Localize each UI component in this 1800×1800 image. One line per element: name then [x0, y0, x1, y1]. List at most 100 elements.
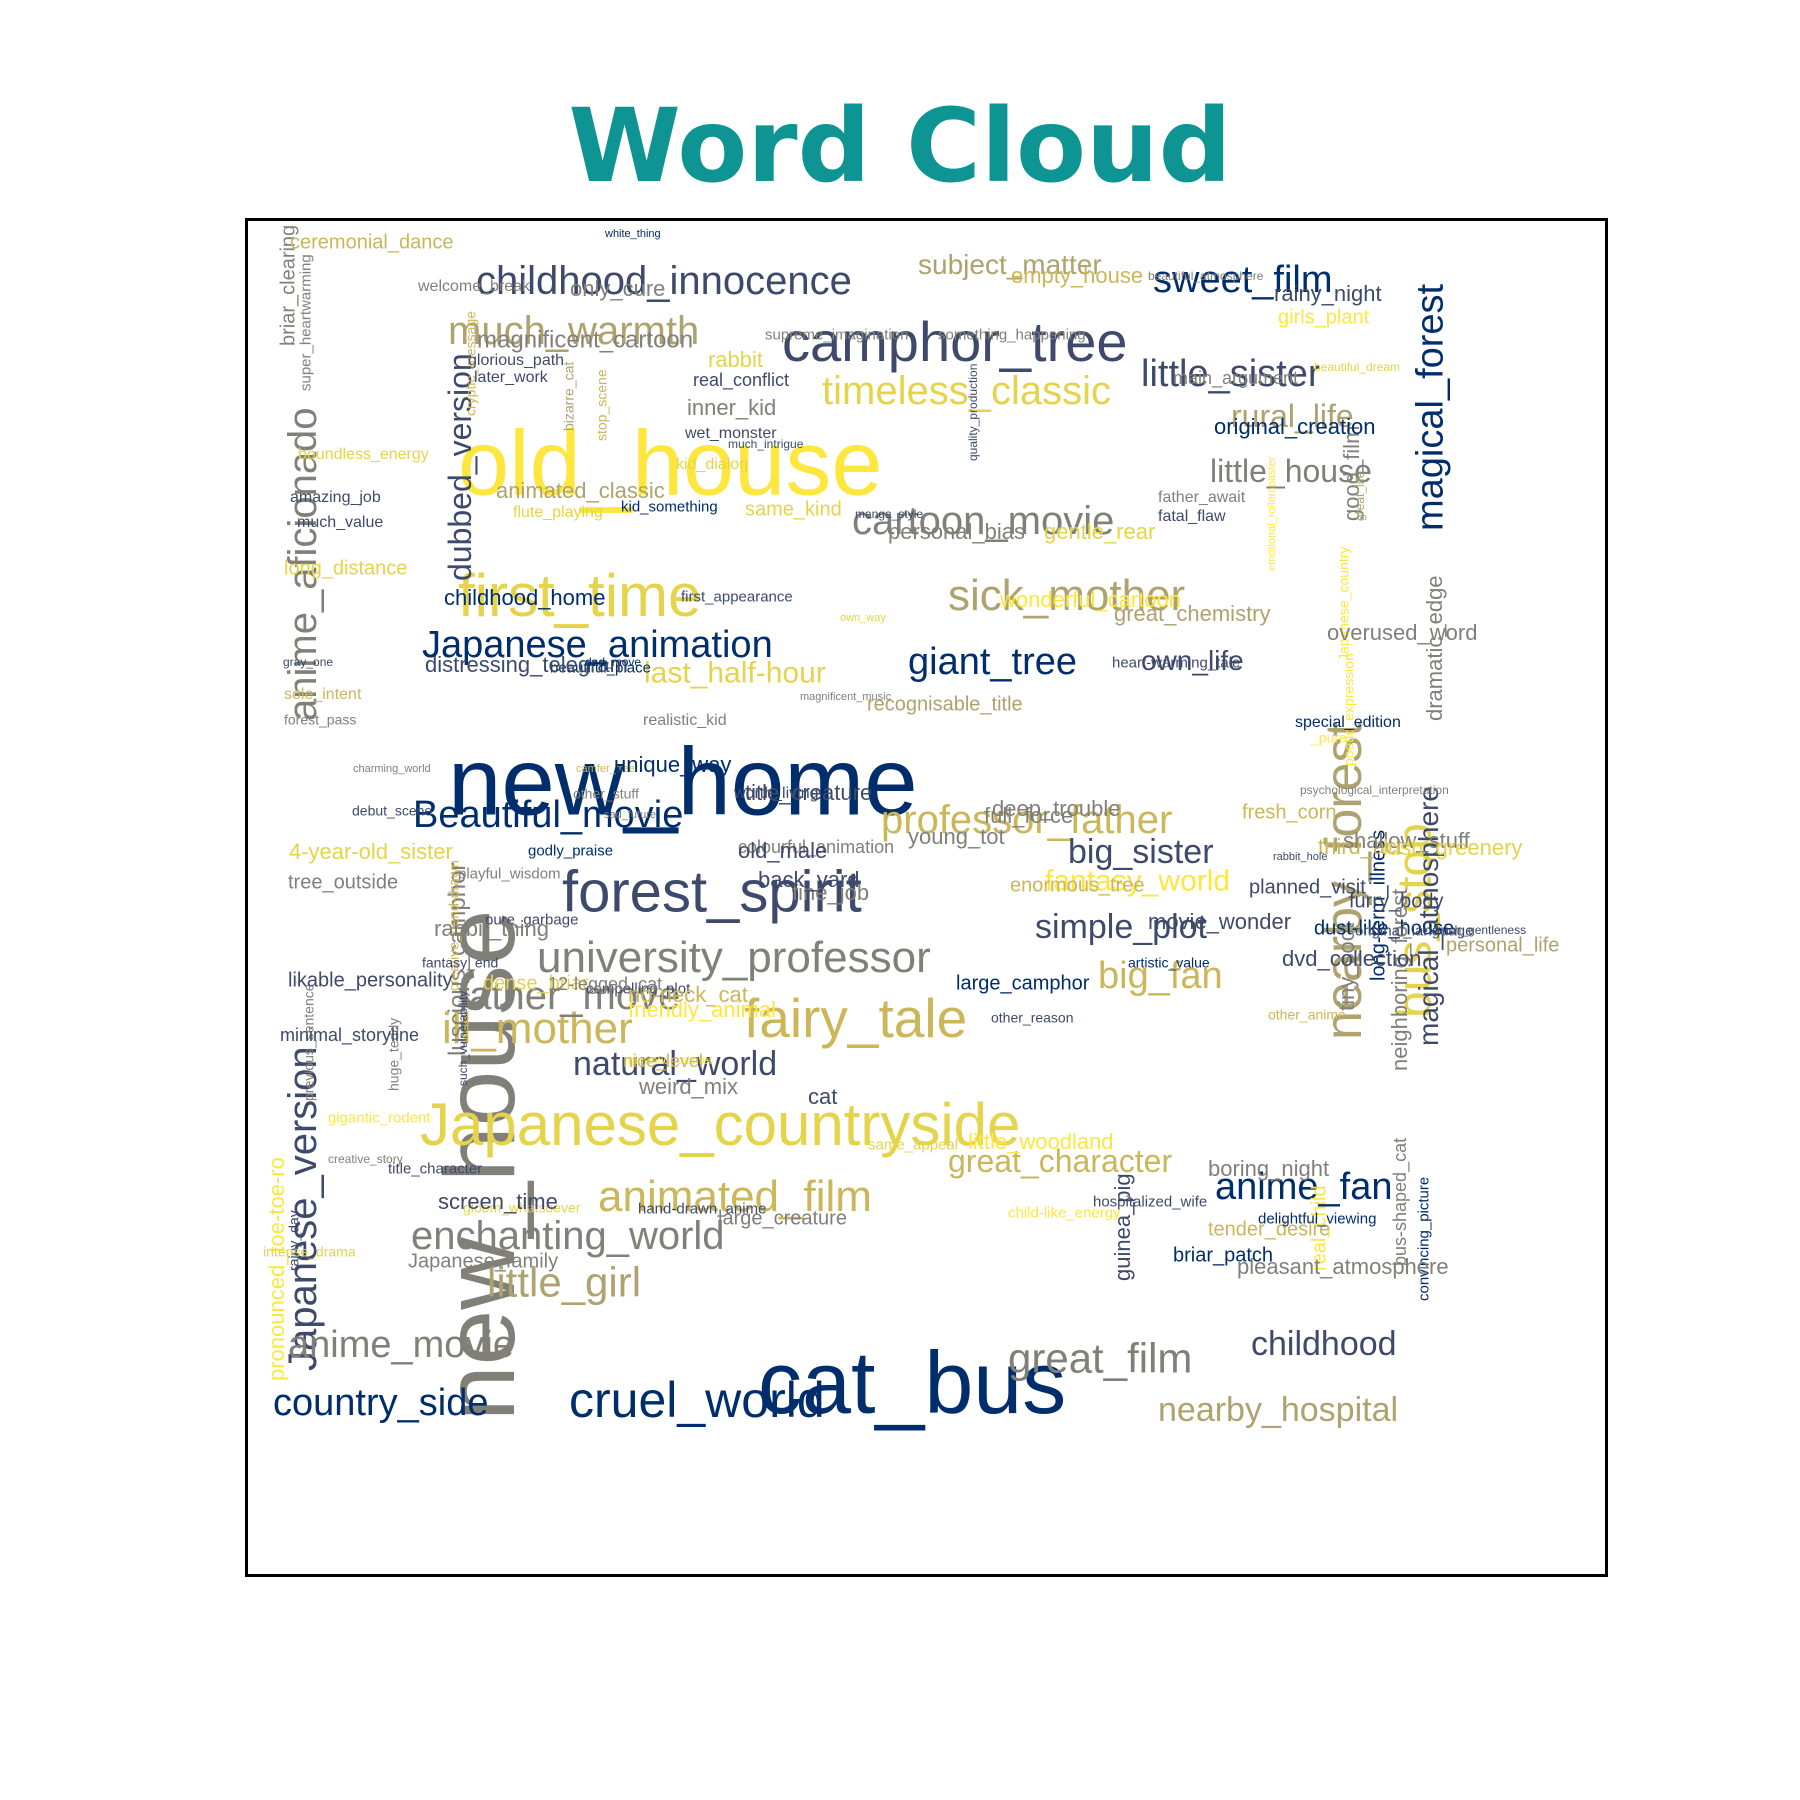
word-godly-praise: godly_praise — [528, 842, 613, 859]
word-own-way: own_way — [840, 612, 886, 624]
word-no-neck-cat: no-neck_cat — [628, 982, 748, 1007]
word-briar-patch: briar_patch — [1173, 1244, 1273, 1266]
word-ill-mother: ill_mother — [442, 1004, 633, 1053]
word-camphor-tree: camphor_tree — [782, 310, 1128, 373]
word-boring-night: boring_night — [1208, 1156, 1329, 1181]
word-great-life: great_life — [1353, 471, 1367, 521]
word-much-warmth: much_warmth — [448, 309, 699, 353]
word-japanese-animation: Japanese_animation — [422, 624, 773, 666]
word-magical-forest: magical_forest — [1409, 283, 1451, 531]
word-glorious-path: glorious_path — [468, 352, 564, 369]
word-nearby-hospital: nearby_hospital — [1158, 1391, 1398, 1429]
word-kid-something: kid_something — [621, 498, 718, 515]
word-forest-pass: forest_pass — [284, 711, 356, 727]
word-new-house: new_house — [424, 909, 536, 1421]
word-empty-house: empty_house — [1011, 263, 1143, 288]
word-dad-move: dad_move — [585, 655, 641, 669]
word-first-time: first_time — [458, 562, 701, 629]
word-old-male: old_male — [738, 838, 827, 863]
word-subject-matter: subject_matter — [918, 249, 1102, 280]
word-stop-scene: stop_scene — [593, 369, 609, 441]
word-dubbed-version: dubbed_version — [442, 353, 478, 581]
word-pronounced-toe-toe-ro: pronounced_toe-toe-ro — [264, 1157, 289, 1381]
word-great-character: great_character — [948, 1143, 1172, 1179]
word-bizarre-cat: bizarre_cat — [560, 362, 576, 431]
word-professor-father: professor_father — [881, 798, 1172, 842]
word-movie-wonder: movie_wonder — [1148, 909, 1291, 934]
word-other-reason: other_reason — [991, 1009, 1074, 1025]
word-beautiful-atmosphere: beautiful_atmosphere — [1148, 269, 1264, 283]
word-wet-monster: wet_monster — [684, 425, 777, 442]
word-weird-mix: weird_mix — [638, 1074, 738, 1099]
word-enormous-tree: enormous_tree — [1010, 874, 1145, 896]
word-great-film: great_film — [1008, 1334, 1192, 1381]
word-furry-body: furry_body — [1349, 890, 1444, 912]
word-unique-way: unique_way — [614, 752, 731, 777]
word-original-language: original_language — [1355, 922, 1473, 939]
word-anime-aficionado: anime_aficionado — [281, 407, 325, 721]
word-nice-level: nice_level — [623, 1051, 703, 1072]
word-beautiful-place: beautiful_place — [550, 659, 651, 676]
word-university-professor: university_professor — [537, 933, 931, 982]
word-child-like-energy: child-like_energy — [1008, 1204, 1121, 1221]
word-colourful-animation: colourful_animation — [738, 837, 894, 858]
word-great-chemistry: great_chemistry — [1114, 601, 1271, 626]
word-creative-story: creative_story — [328, 1152, 403, 1166]
word-other-anime: other_anime — [1268, 1006, 1346, 1022]
word-only-cure: only_cure — [570, 276, 665, 301]
word-huge-teddy: huge_teddy — [385, 1018, 401, 1091]
word-previous-sentence: previous_sentence — [300, 983, 316, 1101]
word-camfer-tree: camfer_tree — [576, 763, 635, 775]
word-japanese-country: Japanese_country — [1335, 547, 1351, 661]
word-flute-playing: flute_playing — [513, 504, 603, 521]
word-charming-world: charming_world — [353, 763, 431, 775]
word-pure: _pure — [1310, 729, 1347, 745]
word-fatal-flaw: fatal_flaw — [1158, 508, 1226, 525]
word-girls-plant: girls_plant — [1278, 306, 1370, 328]
word-cruel-world: cruel_world — [569, 1372, 825, 1428]
word-fresh-corn: fresh_corn — [1242, 801, 1337, 823]
word-minimal-storyline: minimal_storyline — [280, 1025, 419, 1046]
word-nearby-forest: nearby_forest — [1315, 721, 1373, 1040]
word-quality-production: quality_production — [966, 364, 980, 461]
word-magnificent-cartoon: magnificent_cartoon — [477, 327, 693, 354]
word-boundless-energy: boundless_energy — [298, 446, 429, 463]
word-real-conflict: real_conflict — [693, 370, 789, 391]
word-much-value: much_value — [297, 514, 383, 531]
word-welcome-break: welcome_break — [417, 278, 531, 295]
word-intense-drama: intense_drama — [263, 1243, 356, 1259]
word-cat-bus: cat_bus — [758, 1333, 1066, 1432]
word-sad-future: sad_future — [604, 809, 656, 821]
word-fantasy-world: fantasy_world — [1045, 865, 1230, 898]
word-tiny-soot: tiny_soot — [1334, 923, 1359, 1011]
word-childhood-innocence: childhood_innocence — [476, 259, 852, 303]
word-main-argument: main_argument — [1173, 368, 1298, 389]
word-old-house: old_house — [458, 412, 883, 514]
word-original-creation: original_creation — [1214, 414, 1375, 439]
word-third-act: third_act — [1318, 834, 1402, 859]
word-large-creature: large_creature — [718, 1207, 847, 1229]
word-supreme-imagination: supreme_imagination — [765, 326, 908, 343]
word-beautiful-dream: beautiful_dream — [1314, 360, 1400, 374]
word-little-girl: little_girl — [487, 1258, 641, 1305]
word-playful-wisdom: playful_wisdom — [458, 865, 561, 882]
word-cryptic-message: cryptic_message — [462, 311, 478, 416]
word-same-kind: same_kind — [745, 498, 842, 520]
word-fantasy-end: fantasy_end — [422, 954, 498, 970]
word-artistic-value: artistic_value — [1128, 954, 1210, 970]
word-gentle-rear: gentle_rear — [1044, 519, 1155, 544]
word-heart-warming-tale: heart-warming_tale — [1112, 654, 1240, 671]
word-real-child: real_child — [1309, 1185, 1331, 1271]
word-rabbit-hole: rabbit_hole — [1273, 851, 1327, 863]
word-japanese-countryside: Japanese_countryside — [420, 1091, 1020, 1158]
word-pure-garbage: pure_garbage — [485, 911, 578, 928]
word-debut-scene: debut_scene — [352, 802, 432, 818]
word-fairy-tale: fairy_tale — [744, 987, 967, 1049]
word-such-vulnerability: such_vulnerability — [456, 991, 470, 1086]
word-dust-like-house: dust-like_house — [1314, 917, 1454, 939]
word-sweet-film: sweet_film — [1153, 259, 1333, 301]
word-ceremonial-dance: ceremonial_dance — [290, 231, 453, 253]
word-fine-job: fine_job — [792, 880, 869, 905]
word-forest-spirit: forest_spirit — [562, 860, 862, 925]
word-gloom-whatsoever: gloom_whatsoever — [463, 1199, 581, 1215]
